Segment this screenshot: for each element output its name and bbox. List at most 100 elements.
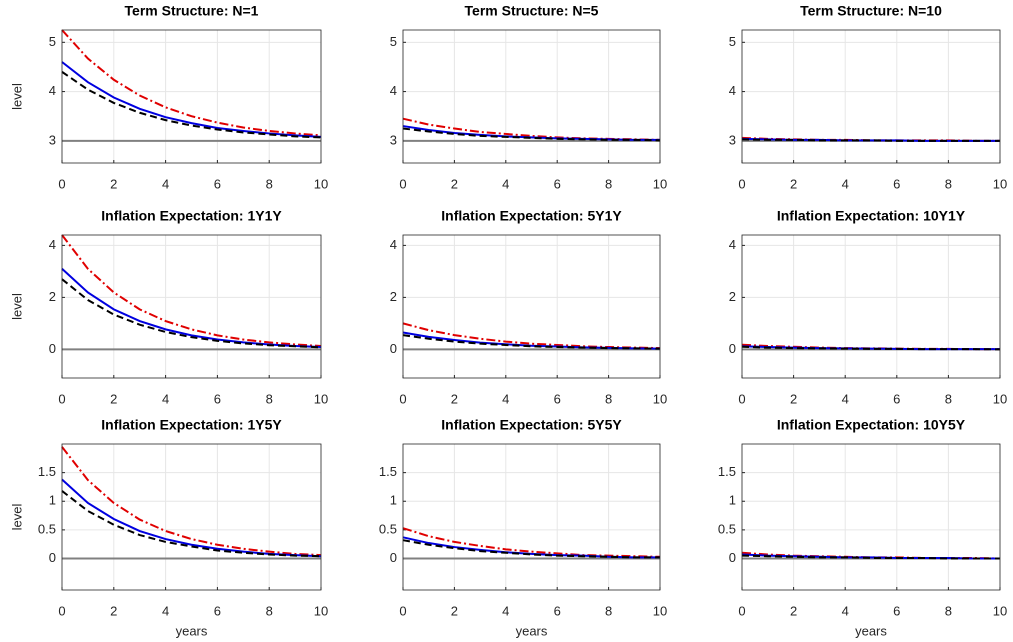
y-tick-label: 1.5 (718, 464, 736, 479)
plot-area (62, 444, 321, 590)
y-axis-label: level (9, 83, 24, 110)
axes-box (741, 234, 1001, 379)
x-tick-label: 0 (738, 176, 745, 191)
series-line (402, 527, 661, 558)
subplot-title: Term Structure: N=5 (465, 3, 599, 19)
y-tick-label: 3 (729, 132, 736, 147)
y-tick-label: 3 (49, 132, 56, 147)
y-tick-label: 1.5 (38, 464, 56, 479)
y-tick-label: 2 (49, 289, 56, 304)
x-tick-label: 2 (790, 603, 797, 618)
x-tick-label: 8 (605, 391, 612, 406)
x-tick-label: 8 (266, 176, 273, 191)
x-tick-label: 0 (399, 391, 406, 406)
y-tick-label: 5 (729, 34, 736, 49)
subplot: 0 2 4 6 8 10 0 0.5 1 1.5 Inflation Expectation: 10… (718, 417, 1007, 639)
y-tick-label: 1 (49, 493, 56, 508)
series-line (402, 539, 660, 559)
x-tick-label: 4 (502, 603, 509, 618)
x-tick-label: 0 (738, 391, 745, 406)
x-tick-label: 8 (266, 391, 273, 406)
series-line (402, 334, 661, 350)
axes-box (402, 443, 661, 591)
x-tick-label: 2 (790, 176, 797, 191)
y-axis-label: level (9, 504, 24, 531)
x-tick-label: 6 (893, 603, 900, 618)
subplot: 0 2 4 6 8 10 3 4 5 Term Structure: N=1 level (9, 3, 328, 192)
axes-box (741, 443, 1001, 591)
y-tick-label: 1 (390, 493, 397, 508)
y-tick-label: 4 (49, 83, 56, 98)
subplot: 0 2 4 6 8 10 3 4 5 Term Structure: N=5 (390, 3, 667, 192)
y-tick-label: 0 (390, 550, 397, 565)
x-tick-label: 10 (653, 391, 667, 406)
y-tick-label: 4 (729, 237, 736, 252)
x-tick-label: 10 (993, 176, 1007, 191)
x-tick-label: 2 (110, 176, 117, 191)
x-tick-label: 0 (58, 176, 65, 191)
subplot-title: Term Structure: N=1 (125, 3, 259, 19)
subplot-title: Term Structure: N=10 (800, 3, 942, 19)
x-tick-label: 4 (502, 176, 509, 191)
x-tick-label: 6 (554, 391, 561, 406)
x-tick-label: 6 (554, 603, 561, 618)
y-tick-label: 1.5 (379, 464, 397, 479)
x-tick-label: 10 (314, 391, 328, 406)
series-line (741, 138, 1000, 142)
x-tick-label: 10 (314, 603, 328, 618)
y-tick-label: 0.5 (38, 521, 56, 536)
x-axis-label: years (176, 623, 208, 638)
y-tick-label: 0 (49, 341, 56, 356)
x-tick-label: 4 (162, 603, 169, 618)
x-tick-label: 10 (653, 176, 667, 191)
x-tick-label: 2 (110, 603, 117, 618)
x-tick-label: 4 (162, 176, 169, 191)
y-tick-label: 1 (729, 493, 736, 508)
x-axis-label: years (516, 623, 548, 638)
y-tick-label: 0.5 (718, 521, 736, 536)
axes-box (741, 29, 1001, 164)
subplot: 0 2 4 6 8 10 0 2 4 Inflation Expectation: 10Y1Y (729, 208, 1007, 407)
x-tick-label: 4 (502, 391, 509, 406)
x-tick-label: 8 (945, 391, 952, 406)
series-line (61, 268, 322, 349)
subplot-title: Inflation Expectation: 1Y1Y (101, 208, 282, 224)
x-tick-label: 10 (653, 603, 667, 618)
series-line (61, 234, 322, 348)
x-tick-label: 2 (790, 391, 797, 406)
y-tick-label: 3 (390, 132, 397, 147)
y-tick-label: 2 (390, 289, 397, 304)
axes-box (61, 443, 322, 591)
x-tick-label: 2 (110, 391, 117, 406)
x-tick-label: 2 (451, 391, 458, 406)
axes-box (402, 29, 661, 164)
subplot: 0 2 4 6 8 10 0 0.5 1 1.5 Inflation Expectation: 1Y… (9, 417, 328, 639)
plot-area (403, 235, 660, 378)
x-tick-label: 2 (451, 603, 458, 618)
x-tick-label: 6 (554, 176, 561, 191)
x-tick-label: 0 (399, 176, 406, 191)
subplot-title: Inflation Expectation: 10Y1Y (777, 208, 966, 224)
subplot-title: Inflation Expectation: 1Y5Y (101, 417, 282, 433)
subplot-title: Inflation Expectation: 5Y5Y (441, 417, 622, 433)
y-tick-label: 4 (390, 237, 397, 252)
x-tick-label: 8 (945, 176, 952, 191)
y-axis-label: level (9, 293, 24, 320)
subplot-title: Inflation Expectation: 10Y5Y (777, 417, 966, 433)
x-tick-label: 4 (842, 603, 849, 618)
plot-area (742, 235, 1000, 378)
series-line (741, 345, 1001, 351)
y-tick-label: 5 (390, 34, 397, 49)
plot-area (742, 444, 1000, 590)
plot-area (403, 444, 660, 590)
y-tick-label: 0.5 (379, 521, 397, 536)
subplot: 0 2 4 6 8 10 0 2 4 Inflation Expectation: 5Y1Y (390, 208, 667, 407)
y-tick-label: 0 (729, 341, 736, 356)
x-tick-label: 4 (842, 176, 849, 191)
x-axis-label: years (855, 623, 887, 638)
series-line (61, 278, 322, 349)
x-tick-label: 2 (451, 176, 458, 191)
subplot: 0 2 4 6 8 10 3 4 5 Term Structure: N=10 (729, 3, 1007, 192)
y-tick-label: 4 (49, 237, 56, 252)
